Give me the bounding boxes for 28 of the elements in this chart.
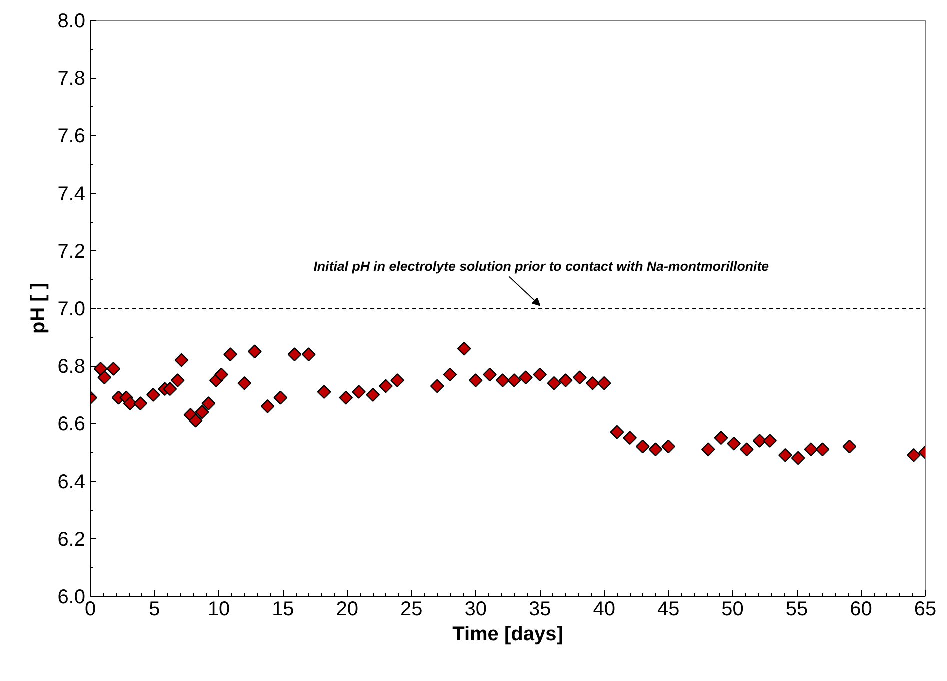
y-tick-label: 7.8 bbox=[58, 68, 86, 90]
y-tick-label: 6.4 bbox=[58, 471, 86, 494]
x-tick-label: 30 bbox=[464, 598, 488, 620]
x-tick-label: 50 bbox=[722, 598, 744, 620]
ref-line-label: Initial pH in electrolyte solution prior to contact with Na-montmorillonite bbox=[314, 258, 770, 274]
y-tick-label: 6.0 bbox=[58, 586, 86, 608]
y-tick-label: 6.2 bbox=[58, 528, 86, 551]
x-axis-title: Time [days] bbox=[452, 624, 564, 646]
x-tick-label: 40 bbox=[593, 598, 616, 620]
x-tick-label: 10 bbox=[208, 598, 230, 620]
y-tick-label: 7.2 bbox=[58, 240, 86, 263]
x-tick-label: 45 bbox=[657, 598, 680, 620]
x-tick-label: 60 bbox=[850, 598, 872, 620]
x-tick-label: 20 bbox=[336, 598, 359, 620]
x-tick-label: 15 bbox=[272, 598, 294, 620]
x-tick-label: 65 bbox=[914, 598, 937, 620]
x-tick-label: 25 bbox=[400, 598, 423, 620]
y-tick-label: 7.6 bbox=[58, 126, 86, 148]
x-tick-label: 0 bbox=[84, 598, 96, 620]
y-tick-label: 7.4 bbox=[58, 183, 86, 206]
y-axis-title: pH [ ] bbox=[28, 282, 50, 334]
x-tick-label: 55 bbox=[786, 598, 808, 620]
y-tick-label: 6.8 bbox=[58, 356, 86, 378]
x-tick-label: 35 bbox=[528, 598, 552, 620]
y-tick-label: 7.0 bbox=[58, 298, 86, 320]
y-tick-label: 6.6 bbox=[58, 414, 86, 436]
x-tick-label: 5 bbox=[149, 598, 160, 620]
y-tick-label: 8.0 bbox=[58, 10, 86, 32]
